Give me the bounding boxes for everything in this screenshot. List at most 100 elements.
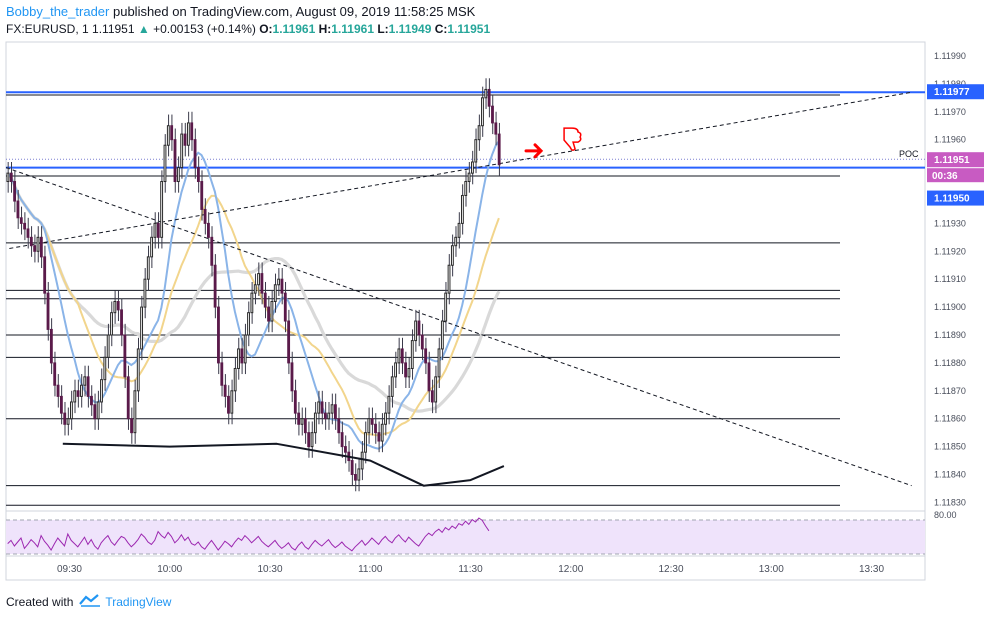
candle [53, 351, 57, 397]
time-tick-label: 11:30 [458, 564, 483, 575]
candle [317, 390, 321, 425]
resistance-price-tag-bg [927, 84, 984, 100]
symbol-label[interactable]: FX:EURUSD, 1 [6, 22, 89, 36]
candle [113, 290, 117, 324]
time-axis[interactable]: 09:30 10:00 10:30 11:00 11:30 12:00 12:30 13:00… [57, 564, 884, 575]
candle-body [16, 200, 20, 219]
ohlc-legend: FX:EURUSD, 1 1.11951 ▲ +0.00153 (+0.14%)… [6, 22, 490, 36]
candle [133, 379, 137, 444]
candle [263, 281, 267, 319]
candle [116, 290, 120, 322]
candle-body [417, 320, 421, 336]
candle [39, 226, 43, 269]
candle [26, 217, 30, 249]
candle-body [260, 273, 264, 294]
rsi-band [6, 520, 925, 554]
candle [360, 441, 364, 481]
candle-body [333, 404, 337, 420]
candle [414, 309, 418, 352]
candle [350, 449, 354, 486]
candle-body [481, 97, 484, 127]
red-arrow-icon [524, 143, 544, 159]
candle [387, 385, 391, 425]
candle [487, 78, 491, 118]
high-value: 1.11961 [331, 22, 374, 36]
candle-body [110, 312, 113, 336]
candle [287, 309, 291, 375]
candle [196, 156, 200, 193]
candles[interactable] [6, 78, 501, 492]
candle-body [106, 334, 110, 358]
candle [410, 329, 414, 380]
price-tick-label: 1.11980 [934, 79, 966, 89]
candle-body [153, 222, 157, 238]
candle [323, 401, 327, 430]
candle [400, 337, 404, 375]
candle [447, 254, 451, 305]
price-tick-label: 1.11880 [934, 358, 966, 368]
annotation-marks [524, 127, 582, 159]
candle-body [76, 390, 80, 397]
publish-header: Bobby_the_trader published on TradingVie… [6, 4, 475, 19]
trendlines[interactable] [5, 91, 912, 487]
ma-slow-line [6, 172, 501, 413]
time-tick-label: 13:30 [859, 564, 884, 575]
candle-body [337, 418, 341, 434]
candle-body [407, 367, 411, 378]
candle [333, 393, 337, 430]
candle [340, 421, 344, 458]
candle-body [277, 278, 281, 286]
candle [43, 245, 47, 305]
trendline [5, 167, 912, 487]
candle [183, 122, 187, 157]
candle-body [350, 460, 354, 476]
candle [76, 379, 80, 408]
candle [200, 170, 204, 221]
candle-body [357, 468, 361, 481]
candle [143, 268, 147, 319]
tradingview-link[interactable]: TradingView [105, 594, 172, 609]
candle-body [243, 334, 247, 364]
candle [277, 268, 281, 296]
candle [370, 407, 374, 436]
candle-body [140, 306, 144, 350]
candle [233, 357, 237, 402]
candle [497, 122, 501, 176]
candle-body [19, 217, 23, 224]
poc-label: POC [899, 149, 919, 159]
time-tick-label: 09:30 [57, 564, 82, 575]
candle-body [207, 222, 210, 238]
grid-frame [5, 41, 926, 581]
candle-body [23, 222, 27, 230]
candle [217, 295, 220, 375]
price-tick-label: 1.11870 [934, 386, 966, 396]
candle-body [9, 172, 13, 183]
price-tick-label: 1.11850 [934, 442, 966, 452]
author-link[interactable]: Bobby_the_trader [6, 4, 110, 19]
candle [103, 346, 107, 391]
candle [150, 226, 154, 269]
candle-body [180, 133, 184, 169]
candle-body [150, 236, 154, 258]
candle-body [93, 404, 97, 420]
candle [90, 385, 93, 416]
candle-body [90, 395, 93, 406]
candle-body [39, 236, 43, 258]
price-tick-label: 1.11990 [934, 51, 966, 61]
candle-body [424, 348, 428, 364]
candle-body [430, 390, 434, 403]
candle [424, 337, 428, 375]
price-axis[interactable]: 1.11990 1.11980 1.11970 1.11960 1.11930 1.119… [927, 51, 984, 507]
candle-body [250, 292, 254, 314]
horizontal-levels[interactable]: POC [6, 91, 925, 506]
candle-body [464, 181, 468, 196]
candle [203, 198, 207, 235]
candle [153, 212, 157, 249]
candle-body [303, 418, 307, 434]
candle [227, 385, 230, 425]
candle-body [100, 379, 103, 403]
candle [484, 78, 488, 109]
candle [136, 337, 140, 402]
candle [420, 323, 424, 361]
